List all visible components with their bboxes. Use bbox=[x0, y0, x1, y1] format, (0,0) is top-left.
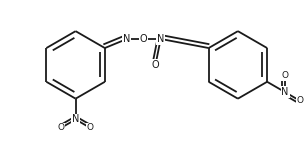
Text: N: N bbox=[157, 34, 164, 44]
Text: N: N bbox=[282, 87, 289, 97]
Text: O: O bbox=[282, 71, 289, 80]
Text: O: O bbox=[87, 123, 94, 132]
Text: O: O bbox=[57, 123, 64, 132]
Text: O: O bbox=[152, 60, 159, 70]
Text: N: N bbox=[123, 34, 130, 44]
Text: O: O bbox=[296, 96, 303, 105]
Text: O: O bbox=[140, 34, 148, 44]
Text: N: N bbox=[72, 114, 79, 124]
